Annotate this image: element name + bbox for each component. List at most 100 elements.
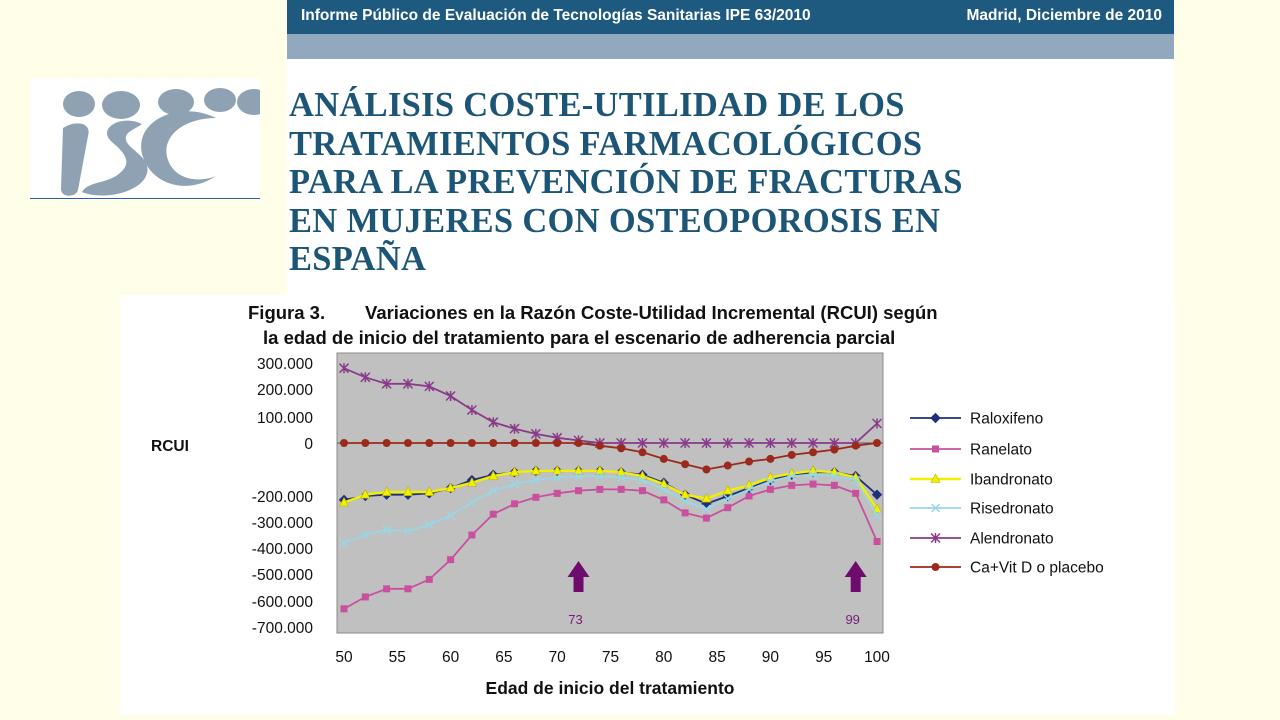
figure-caption-line1: Variaciones en la Razón Coste-Utilidad I… <box>365 302 938 323</box>
data-point-risedronato <box>851 475 861 485</box>
x-tick-label: 100 <box>864 649 890 666</box>
legend-label: Ibandronato <box>970 472 1053 489</box>
legend-label: Raloxifeno <box>970 411 1043 428</box>
y-tick-label: -200.000 <box>252 489 314 506</box>
x-tick-label: 75 <box>602 649 619 666</box>
report-date: Madrid, Diciembre de 2010 <box>966 7 1162 24</box>
data-point-alendronato <box>680 437 691 449</box>
report-series-label: Informe Público de Evaluación de Tecnolo… <box>301 7 811 24</box>
legend-marker <box>930 412 941 424</box>
series-alendronato <box>338 363 883 449</box>
data-point-risedronato <box>637 475 648 485</box>
data-point-ibandronato <box>701 492 712 503</box>
legend-marker <box>930 473 941 483</box>
data-point-ranelato <box>852 489 860 497</box>
data-point-ranelato <box>340 605 348 613</box>
data-point-ranelato <box>788 481 796 489</box>
data-point-ibandronato <box>339 496 349 507</box>
y-axis-label: RCUI <box>151 438 189 455</box>
data-point-risedronato <box>403 526 413 536</box>
series-line-ranelato <box>343 483 878 610</box>
data-point-ranelato <box>511 500 519 508</box>
data-point-ibandronato <box>424 486 435 496</box>
y-tick-label: 300.000 <box>257 356 313 373</box>
isc-logo: isc <box>30 78 271 200</box>
data-point-risedronato <box>446 510 456 521</box>
data-point-ranelato <box>873 538 881 545</box>
y-tick-label: 0 <box>304 436 313 453</box>
series-ranelato <box>340 480 881 613</box>
data-point-ibandronato <box>445 482 456 492</box>
annotation-arrow: 73 <box>567 561 590 627</box>
data-point-ca-vit-d-o-placebo <box>340 439 348 447</box>
data-point-alendronato <box>402 378 413 389</box>
logo-underline <box>30 198 260 199</box>
data-point-alendronato <box>360 372 371 383</box>
figure-label: Figura 3. <box>248 302 326 323</box>
data-point-risedronato <box>467 497 477 508</box>
data-point-ranelato <box>489 510 497 518</box>
data-point-ibandronato <box>530 465 541 475</box>
x-tick-label: 60 <box>442 649 460 666</box>
data-point-ca-vit-d-o-placebo <box>531 439 540 447</box>
data-point-ca-vit-d-o-placebo <box>489 439 498 447</box>
legend-marker <box>932 445 939 453</box>
data-point-ca-vit-d-o-placebo <box>830 445 839 454</box>
up-arrow-icon <box>567 561 590 592</box>
data-point-ibandronato <box>616 466 627 476</box>
data-point-risedronato <box>339 538 349 548</box>
x-tick-label: 85 <box>708 649 725 666</box>
legend-item: Risedronato <box>910 501 1054 518</box>
data-point-alendronato <box>637 437 648 449</box>
legend-label: Alendronato <box>970 531 1054 548</box>
data-point-ca-vit-d-o-placebo <box>766 454 775 463</box>
data-point-alendronato <box>658 437 669 449</box>
report-title-panel <box>287 59 1174 295</box>
data-point-ranelato <box>617 485 625 493</box>
data-point-ranelato <box>532 493 540 501</box>
y-tick-label: -400.000 <box>252 541 314 558</box>
x-tick-label: 90 <box>762 649 780 666</box>
y-tick-label: 100.000 <box>257 410 313 427</box>
data-point-alendronato <box>722 437 733 449</box>
x-tick-label: 50 <box>335 649 353 666</box>
data-point-ca-vit-d-o-placebo <box>425 439 434 447</box>
legend-item: Ibandronato <box>910 472 1053 489</box>
data-point-risedronato <box>552 472 562 482</box>
data-point-ranelato <box>468 531 476 539</box>
data-point-ranelato <box>638 487 646 495</box>
data-point-alendronato <box>701 437 712 449</box>
data-point-ca-vit-d-o-placebo <box>787 450 796 459</box>
data-point-ranelato <box>681 509 689 517</box>
data-point-ca-vit-d-o-placebo <box>659 454 668 463</box>
data-point-ca-vit-d-o-placebo <box>638 448 647 457</box>
data-point-ranelato <box>447 556 455 564</box>
data-point-ca-vit-d-o-placebo <box>553 439 562 447</box>
data-point-risedronato <box>488 486 498 496</box>
x-tick-label: 70 <box>549 649 567 666</box>
data-point-ibandronato <box>466 477 477 487</box>
data-point-risedronato <box>424 520 434 530</box>
data-point-ca-vit-d-o-placebo <box>873 439 881 447</box>
data-point-ranelato <box>596 485 604 493</box>
data-point-risedronato <box>510 479 520 489</box>
data-point-alendronato <box>509 423 520 434</box>
data-point-ca-vit-d-o-placebo <box>809 448 818 457</box>
legend-item: Raloxifeno <box>910 411 1043 428</box>
data-point-risedronato <box>829 471 839 481</box>
series-risedronato <box>339 470 882 548</box>
data-point-risedronato <box>616 472 626 482</box>
header-stripe <box>287 34 1174 59</box>
data-point-ranelato <box>425 575 433 583</box>
x-tick-label: 65 <box>495 649 512 666</box>
data-point-ranelato <box>404 585 412 593</box>
data-point-ranelato <box>383 585 391 593</box>
legend-item: Ranelato <box>910 442 1032 459</box>
data-point-ranelato <box>553 489 561 497</box>
figure-caption-line2: la edad de inicio del tratamiento para e… <box>263 327 896 348</box>
legend-marker <box>931 563 940 571</box>
data-point-ibandronato <box>402 486 413 496</box>
data-point-ca-vit-d-o-placebo <box>446 439 455 447</box>
data-point-ranelato <box>830 481 838 489</box>
data-point-ranelato <box>575 487 583 495</box>
